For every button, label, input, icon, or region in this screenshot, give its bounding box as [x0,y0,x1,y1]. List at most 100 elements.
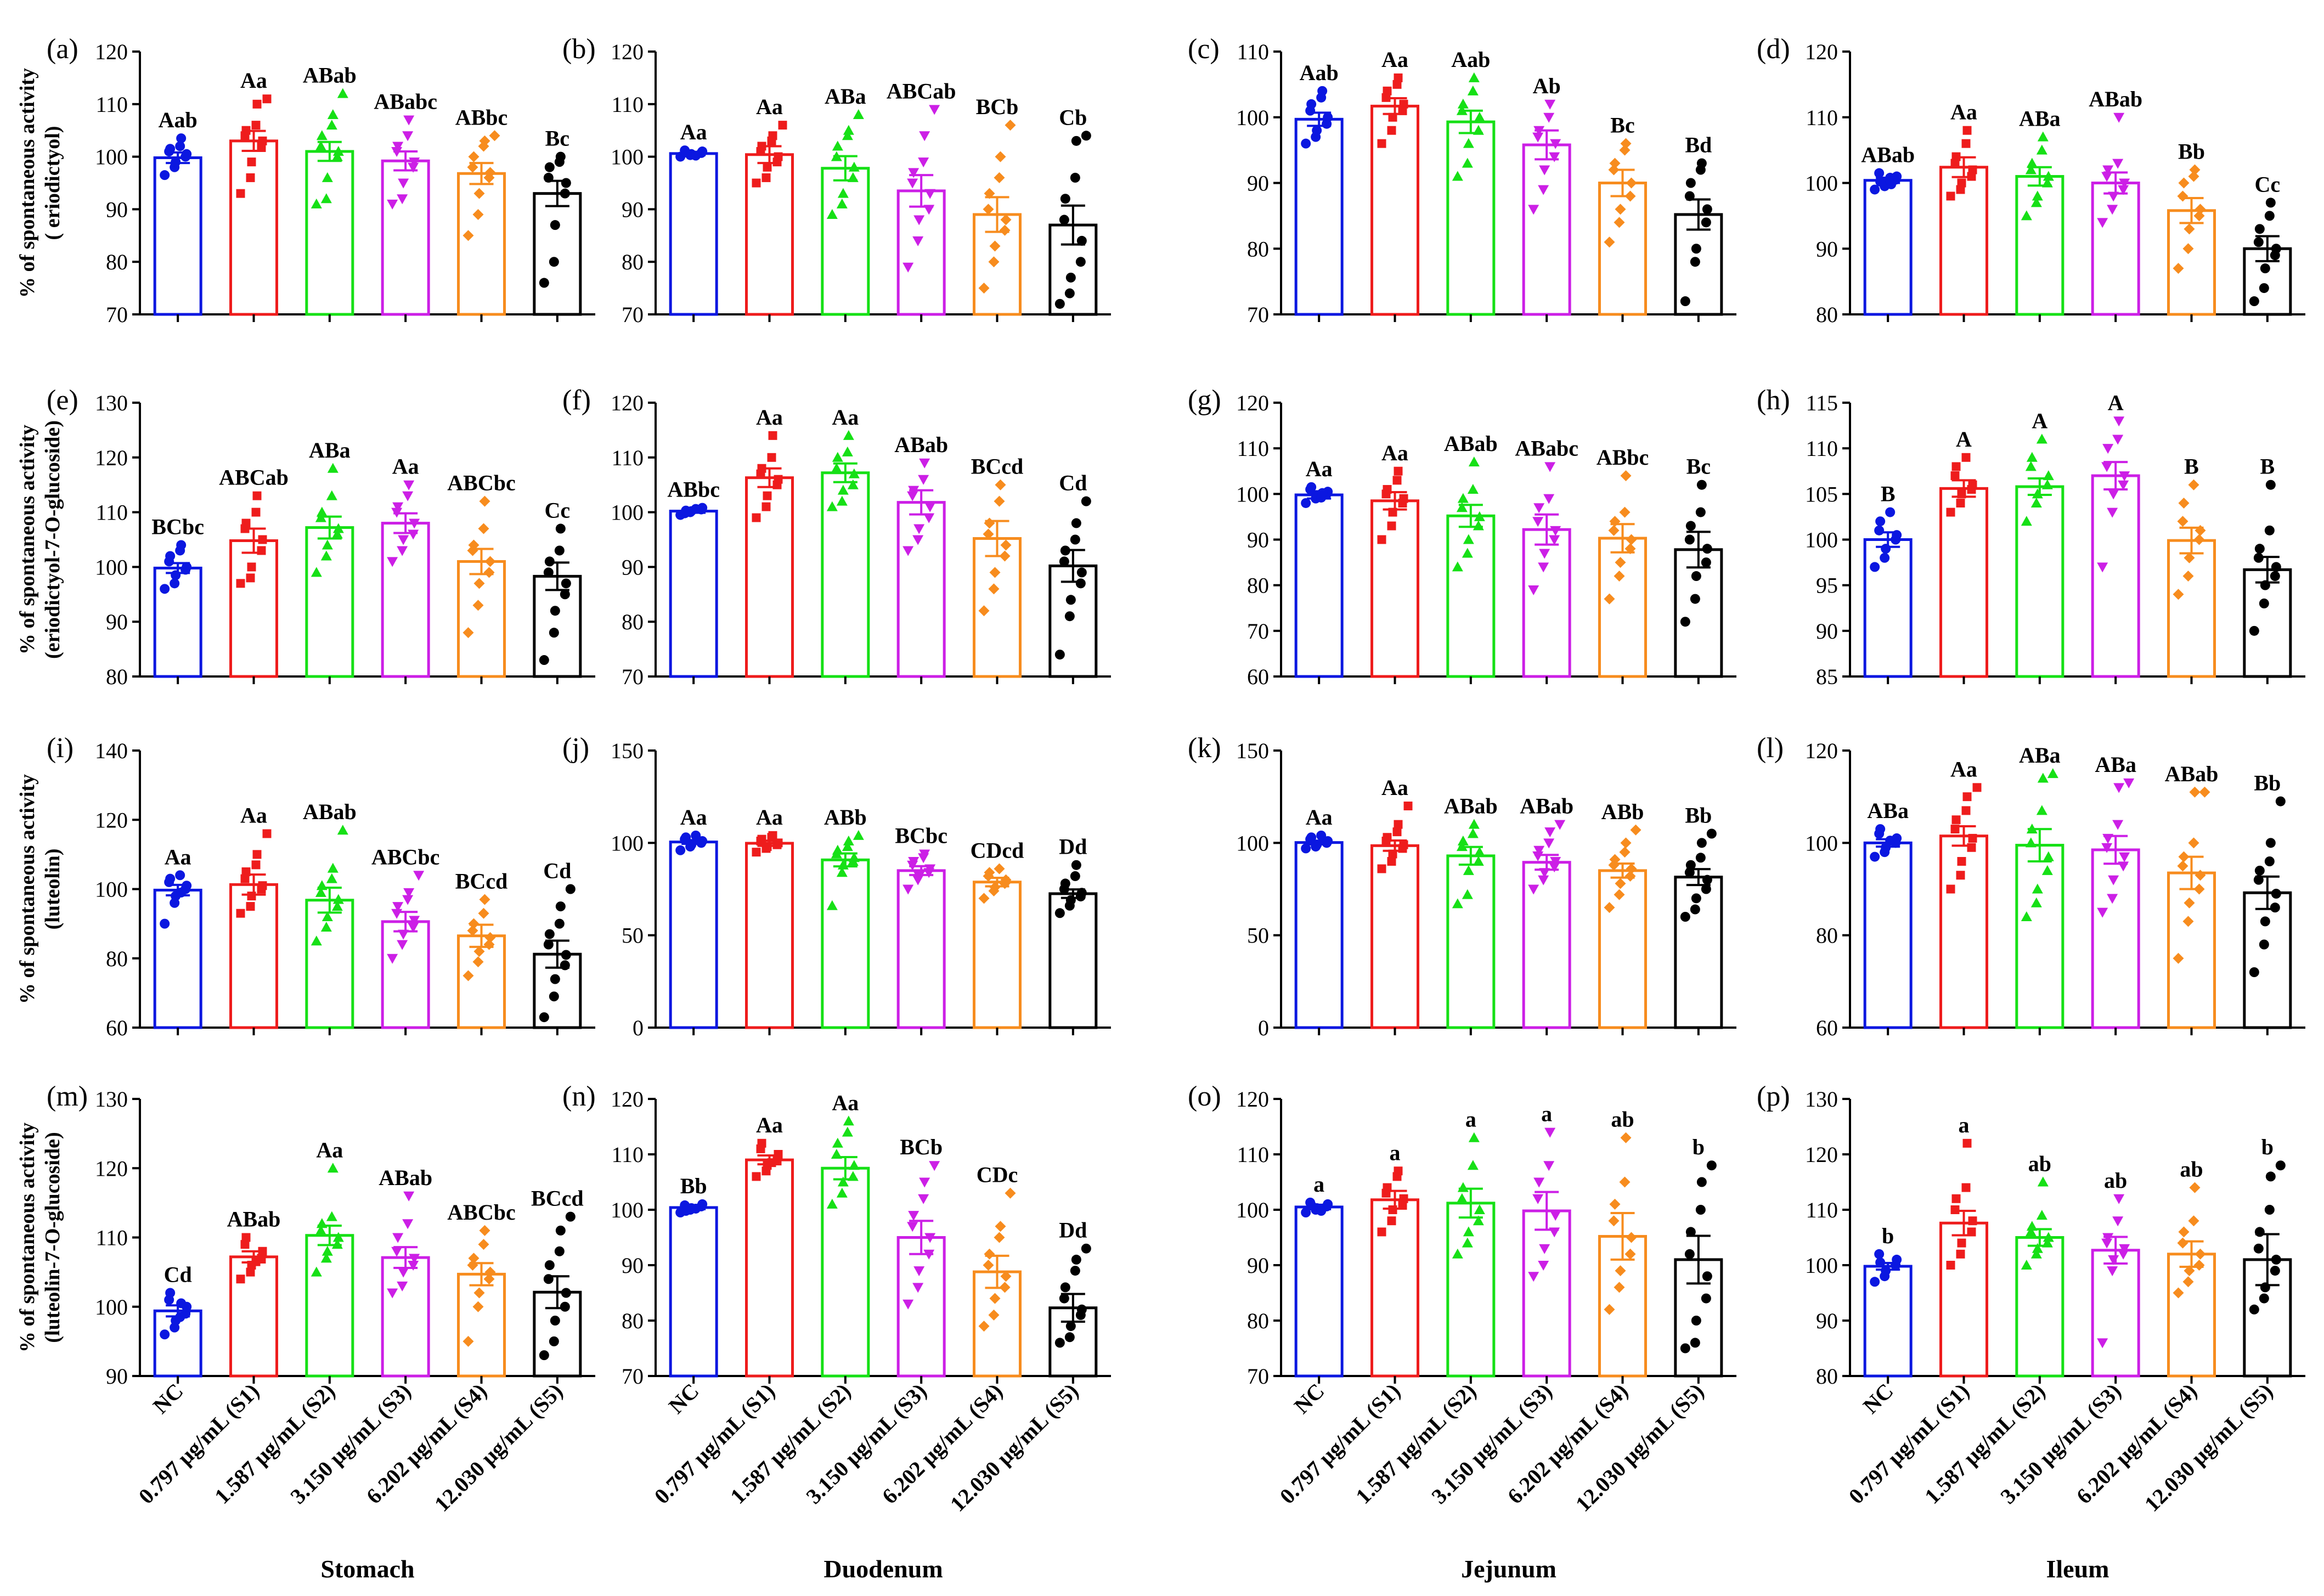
y-tick-label: 120 [95,445,128,470]
data-point [175,870,185,881]
data-point [1060,194,1070,204]
data-point [565,1211,576,1222]
significance-label: BCb [976,94,1019,119]
data-point [331,528,343,539]
data-point [848,161,860,172]
data-point [331,1239,343,1249]
data-point [1533,126,1545,136]
data-point [555,151,566,162]
y-axis-label: % of spontaneous activity (luteolin) [16,774,64,1004]
data-point [2043,171,2054,181]
y-tick-label: 100 [1236,831,1269,855]
data-point [1880,552,1890,563]
data-point [2270,571,2280,582]
data-point [252,850,262,859]
data-point [1544,462,1556,472]
data-point [251,121,261,130]
data-point [902,1299,914,1310]
data-point [241,126,251,135]
y-axis-label-line: (eriodictyol-7-O-glucoside) [41,420,64,659]
data-point [1394,73,1403,82]
data-point [2188,1215,2199,1227]
data-point [2253,237,2264,247]
data-point [549,1336,559,1346]
data-point [837,188,849,198]
data-point [1875,516,1886,527]
data-point [2032,883,2043,894]
data-point [311,1266,322,1277]
data-point [311,198,322,208]
data-point [691,1203,701,1214]
data-point [853,109,864,119]
significance-label: b [2261,1135,2274,1159]
y-tick-label: 90 [106,197,128,222]
y-axis-label: % of spontaneous activity( eriodictyol) [16,68,64,298]
data-point [902,546,914,556]
data-point [2041,177,2053,188]
data-point [1870,184,1880,195]
panel-label: (j) [562,732,589,764]
significance-label: a [1313,1172,1324,1197]
data-point [691,504,701,514]
data-point [2030,197,2042,207]
data-point [321,1245,333,1256]
data-point [919,458,930,469]
data-point [398,1267,409,1278]
data-point [2026,824,2038,834]
data-point [1463,1226,1474,1237]
y-tick-label: 150 [1236,738,1269,763]
data-point [2178,497,2190,509]
y-tick-label: 80 [1247,573,1269,598]
data-point [543,939,554,950]
data-point [1076,235,1087,246]
data-point [550,1316,560,1326]
data-point [240,1240,250,1249]
data-point [554,918,565,929]
data-point [1388,1205,1397,1214]
data-point [908,857,920,867]
panel-label: (g) [1188,385,1221,416]
data-point [999,1282,1011,1293]
data-point [1885,836,1896,846]
y-tick-label: 110 [1806,1198,1838,1222]
panel-label: (i) [47,732,74,764]
data-point [2254,224,2265,234]
data-point [842,1126,853,1137]
chart-panel: (a) 70 80 90 100 110 120 Aab Aa ABab ABabc ABbc Bc [47,33,595,327]
data-point [387,557,398,567]
data-point [2259,598,2269,608]
y-tick-label: 120 [1805,738,1838,763]
category-label: NC [1858,1379,1898,1419]
data-point [1456,502,1468,512]
region-label: Stomach [320,1555,414,1583]
data-point [1946,884,1955,894]
data-point [1706,828,1717,839]
data-point [483,1273,495,1285]
data-point [2102,833,2114,844]
significance-label: Ab [1533,74,1561,98]
data-point [1075,257,1086,267]
bar [1446,854,1496,1029]
data-point [999,224,1011,236]
data-point [2036,1210,2047,1220]
data-point [913,215,925,225]
significance-label: ab [2180,1157,2203,1182]
data-point [2102,1233,2114,1243]
chart-panel: (k) 0 50 100 150 Aa Aa ABab ABab ABb Bb [1188,732,1736,1040]
significance-label: Aab [1451,47,1490,72]
data-point [170,578,180,589]
data-point [837,859,849,870]
data-point [1619,506,1631,518]
data-point [176,540,187,550]
y-tick-label: 100 [1236,482,1269,506]
data-point [2021,1260,2032,1270]
data-point [241,518,251,528]
data-point [387,1288,398,1299]
data-point [1604,236,1615,248]
data-point [1317,86,1328,96]
significance-label: ABab [2165,762,2219,786]
data-point [831,151,842,161]
data-point [1967,843,1976,852]
y-tick-label: 70 [1247,619,1269,644]
data-point [1306,99,1317,109]
